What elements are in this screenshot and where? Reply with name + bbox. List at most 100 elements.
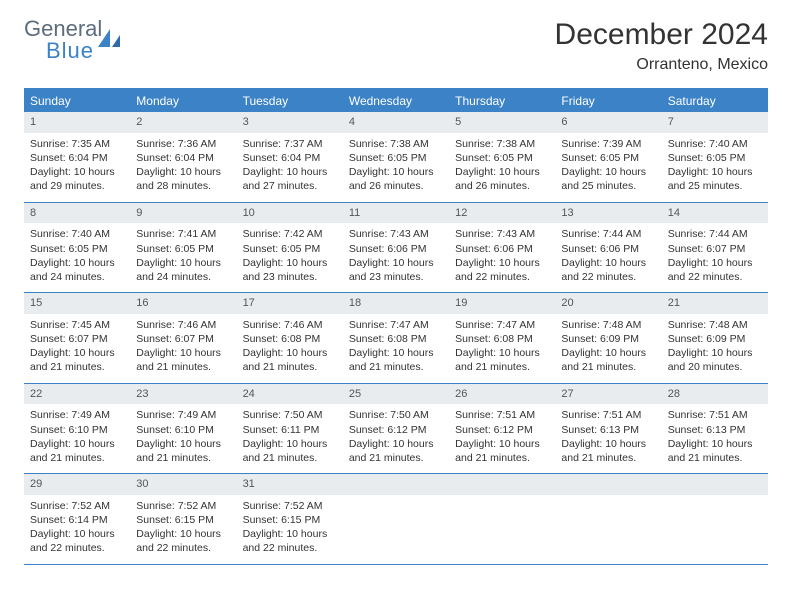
day-number: 24 (237, 384, 343, 405)
day-body: Sunrise: 7:50 AMSunset: 6:11 PMDaylight:… (237, 404, 343, 473)
day-sunset: Sunset: 6:06 PM (561, 242, 655, 256)
day-cell: 2Sunrise: 7:36 AMSunset: 6:04 PMDaylight… (130, 112, 236, 202)
week-row: 8Sunrise: 7:40 AMSunset: 6:05 PMDaylight… (24, 203, 768, 294)
day-number: 1 (24, 112, 130, 133)
day-body (555, 495, 661, 559)
day-daylight2: and 21 minutes. (349, 360, 443, 374)
day-number: 8 (24, 203, 130, 224)
day-sunrise: Sunrise: 7:52 AM (30, 499, 124, 513)
day-sunrise: Sunrise: 7:44 AM (561, 227, 655, 241)
day-cell: 1Sunrise: 7:35 AMSunset: 6:04 PMDaylight… (24, 112, 130, 202)
day-cell: 26Sunrise: 7:51 AMSunset: 6:12 PMDayligh… (449, 384, 555, 474)
day-body: Sunrise: 7:51 AMSunset: 6:12 PMDaylight:… (449, 404, 555, 473)
week-row: 22Sunrise: 7:49 AMSunset: 6:10 PMDayligh… (24, 384, 768, 475)
day-daylight1: Daylight: 10 hours (30, 165, 124, 179)
day-daylight1: Daylight: 10 hours (349, 256, 443, 270)
day-sunrise: Sunrise: 7:35 AM (30, 137, 124, 151)
day-daylight1: Daylight: 10 hours (243, 346, 337, 360)
day-sunset: Sunset: 6:06 PM (455, 242, 549, 256)
day-body: Sunrise: 7:38 AMSunset: 6:05 PMDaylight:… (343, 133, 449, 202)
day-sunset: Sunset: 6:07 PM (136, 332, 230, 346)
day-sunrise: Sunrise: 7:46 AM (136, 318, 230, 332)
day-daylight2: and 21 minutes. (243, 360, 337, 374)
day-number: 7 (662, 112, 768, 133)
day-daylight1: Daylight: 10 hours (455, 165, 549, 179)
day-number (343, 474, 449, 495)
day-sunset: Sunset: 6:12 PM (455, 423, 549, 437)
day-number: 5 (449, 112, 555, 133)
day-sunset: Sunset: 6:12 PM (349, 423, 443, 437)
day-sunrise: Sunrise: 7:44 AM (668, 227, 762, 241)
day-number: 28 (662, 384, 768, 405)
day-cell: 11Sunrise: 7:43 AMSunset: 6:06 PMDayligh… (343, 203, 449, 293)
day-sunrise: Sunrise: 7:52 AM (136, 499, 230, 513)
day-sunrise: Sunrise: 7:47 AM (455, 318, 549, 332)
day-sunset: Sunset: 6:05 PM (668, 151, 762, 165)
day-cell (662, 474, 768, 564)
day-daylight2: and 22 minutes. (561, 270, 655, 284)
header: General Blue December 2024 Orranteno, Me… (24, 18, 768, 74)
day-daylight1: Daylight: 10 hours (668, 346, 762, 360)
day-body: Sunrise: 7:37 AMSunset: 6:04 PMDaylight:… (237, 133, 343, 202)
day-daylight2: and 20 minutes. (668, 360, 762, 374)
logo-word-general: General (24, 18, 102, 40)
day-daylight2: and 21 minutes. (30, 360, 124, 374)
day-cell: 24Sunrise: 7:50 AMSunset: 6:11 PMDayligh… (237, 384, 343, 474)
day-cell: 3Sunrise: 7:37 AMSunset: 6:04 PMDaylight… (237, 112, 343, 202)
logo-word-blue: Blue (24, 40, 102, 62)
day-daylight1: Daylight: 10 hours (30, 256, 124, 270)
day-sunset: Sunset: 6:09 PM (561, 332, 655, 346)
day-sunrise: Sunrise: 7:46 AM (243, 318, 337, 332)
day-sunrise: Sunrise: 7:45 AM (30, 318, 124, 332)
day-number (555, 474, 661, 495)
day-daylight2: and 21 minutes. (243, 451, 337, 465)
day-body (662, 495, 768, 559)
day-daylight1: Daylight: 10 hours (561, 165, 655, 179)
day-daylight2: and 23 minutes. (349, 270, 443, 284)
day-daylight1: Daylight: 10 hours (349, 165, 443, 179)
day-daylight2: and 26 minutes. (349, 179, 443, 193)
sail-icon (96, 27, 124, 56)
day-number: 15 (24, 293, 130, 314)
day-body: Sunrise: 7:49 AMSunset: 6:10 PMDaylight:… (130, 404, 236, 473)
day-sunset: Sunset: 6:05 PM (30, 242, 124, 256)
day-cell: 4Sunrise: 7:38 AMSunset: 6:05 PMDaylight… (343, 112, 449, 202)
day-daylight2: and 21 minutes. (455, 451, 549, 465)
day-number: 19 (449, 293, 555, 314)
day-number: 29 (24, 474, 130, 495)
day-daylight1: Daylight: 10 hours (243, 437, 337, 451)
day-daylight2: and 25 minutes. (668, 179, 762, 193)
day-number (662, 474, 768, 495)
day-sunset: Sunset: 6:10 PM (136, 423, 230, 437)
day-sunset: Sunset: 6:05 PM (349, 151, 443, 165)
day-sunrise: Sunrise: 7:51 AM (561, 408, 655, 422)
day-sunrise: Sunrise: 7:40 AM (30, 227, 124, 241)
day-header-friday: Friday (555, 90, 661, 112)
weeks-container: 1Sunrise: 7:35 AMSunset: 6:04 PMDaylight… (24, 112, 768, 565)
day-daylight2: and 21 minutes. (30, 451, 124, 465)
day-sunrise: Sunrise: 7:38 AM (349, 137, 443, 151)
day-sunset: Sunset: 6:10 PM (30, 423, 124, 437)
day-cell: 16Sunrise: 7:46 AMSunset: 6:07 PMDayligh… (130, 293, 236, 383)
logo: General Blue (24, 18, 124, 62)
day-sunset: Sunset: 6:11 PM (243, 423, 337, 437)
day-daylight1: Daylight: 10 hours (455, 256, 549, 270)
day-daylight2: and 23 minutes. (243, 270, 337, 284)
day-cell: 23Sunrise: 7:49 AMSunset: 6:10 PMDayligh… (130, 384, 236, 474)
day-number: 11 (343, 203, 449, 224)
day-sunrise: Sunrise: 7:43 AM (349, 227, 443, 241)
day-header-sunday: Sunday (24, 90, 130, 112)
day-sunrise: Sunrise: 7:51 AM (455, 408, 549, 422)
day-daylight2: and 24 minutes. (30, 270, 124, 284)
day-body: Sunrise: 7:42 AMSunset: 6:05 PMDaylight:… (237, 223, 343, 292)
day-cell: 14Sunrise: 7:44 AMSunset: 6:07 PMDayligh… (662, 203, 768, 293)
day-number: 14 (662, 203, 768, 224)
location: Orranteno, Mexico (555, 56, 768, 74)
day-body: Sunrise: 7:48 AMSunset: 6:09 PMDaylight:… (555, 314, 661, 383)
day-cell: 20Sunrise: 7:48 AMSunset: 6:09 PMDayligh… (555, 293, 661, 383)
day-daylight2: and 21 minutes. (561, 451, 655, 465)
day-header-thursday: Thursday (449, 90, 555, 112)
day-sunrise: Sunrise: 7:37 AM (243, 137, 337, 151)
day-daylight1: Daylight: 10 hours (349, 346, 443, 360)
day-number: 10 (237, 203, 343, 224)
